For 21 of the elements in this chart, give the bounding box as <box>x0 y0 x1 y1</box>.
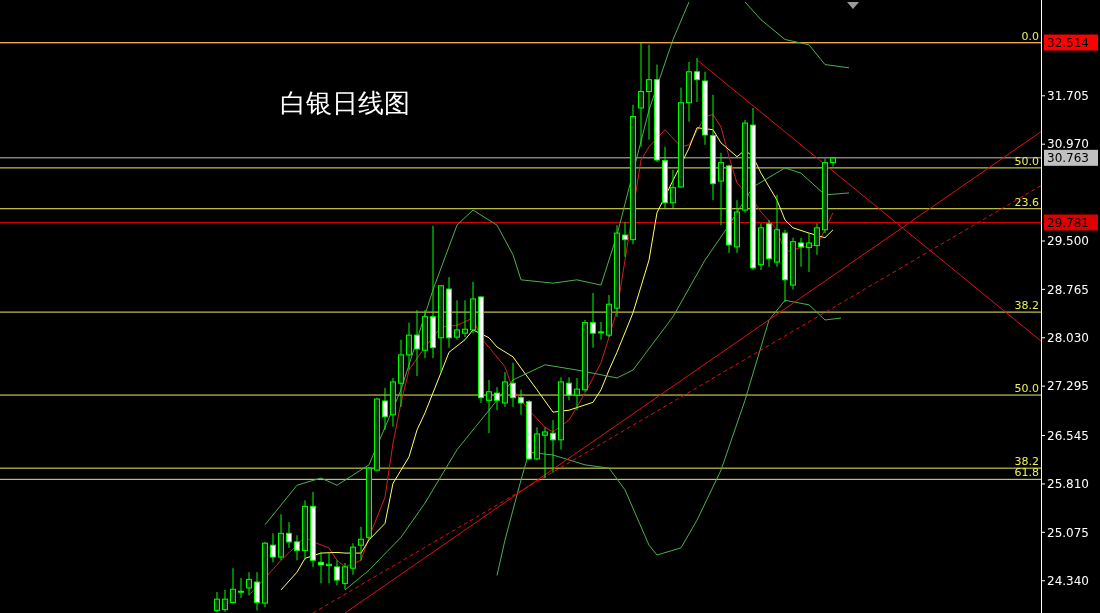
ref-line-label: 32.514 <box>1047 35 1089 50</box>
y-tick-label: 27.295 <box>1047 379 1089 394</box>
y-tick-label: 24.340 <box>1047 573 1089 588</box>
annotation: 38.2 <box>1014 455 1039 469</box>
y-tick-label: 31.705 <box>1047 89 1089 103</box>
ref-line-label: 30.763 <box>1047 151 1089 166</box>
annotation: 38.2 <box>1014 299 1039 313</box>
y-tick-label: 26.545 <box>1047 428 1089 443</box>
y-tick-label: 25.075 <box>1047 525 1089 540</box>
annotation: 50.0 <box>1014 154 1039 168</box>
annotation: 23.6 <box>1014 195 1039 209</box>
y-tick-label: 28.765 <box>1047 282 1089 297</box>
annotation: 0.0 <box>1021 29 1039 43</box>
y-tick-label: 28.030 <box>1047 330 1089 345</box>
y-tick-label: 25.810 <box>1047 477 1089 492</box>
y-tick-label: 29.500 <box>1047 234 1089 249</box>
text: 白银日线图 <box>280 88 410 118</box>
annotation: 61.8 <box>1014 466 1039 480</box>
annotation: 50.0 <box>1014 382 1039 396</box>
ref-line-label: 29.781 <box>1047 215 1089 230</box>
y-tick-label: 30.970 <box>1047 137 1089 152</box>
